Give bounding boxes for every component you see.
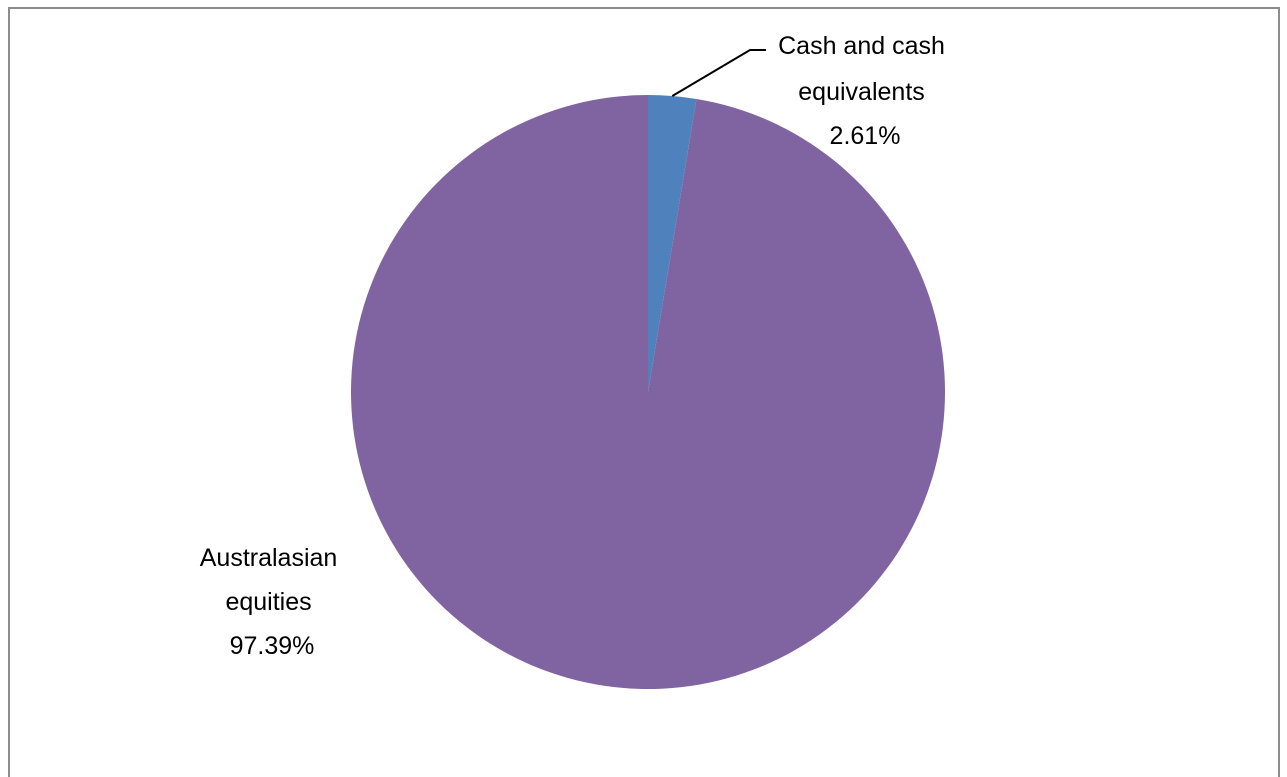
- leader-lines: [671, 49, 766, 97]
- data-label-equities: Australasian equities 97.39%: [200, 544, 345, 660]
- leader-line-cash: [671, 49, 766, 97]
- pie-slice-1: [351, 95, 946, 690]
- pie-slices: [351, 95, 946, 690]
- pie-slice-0: [648, 95, 697, 392]
- data-label-cash: Cash and cash equivalents 2.61%: [778, 32, 952, 150]
